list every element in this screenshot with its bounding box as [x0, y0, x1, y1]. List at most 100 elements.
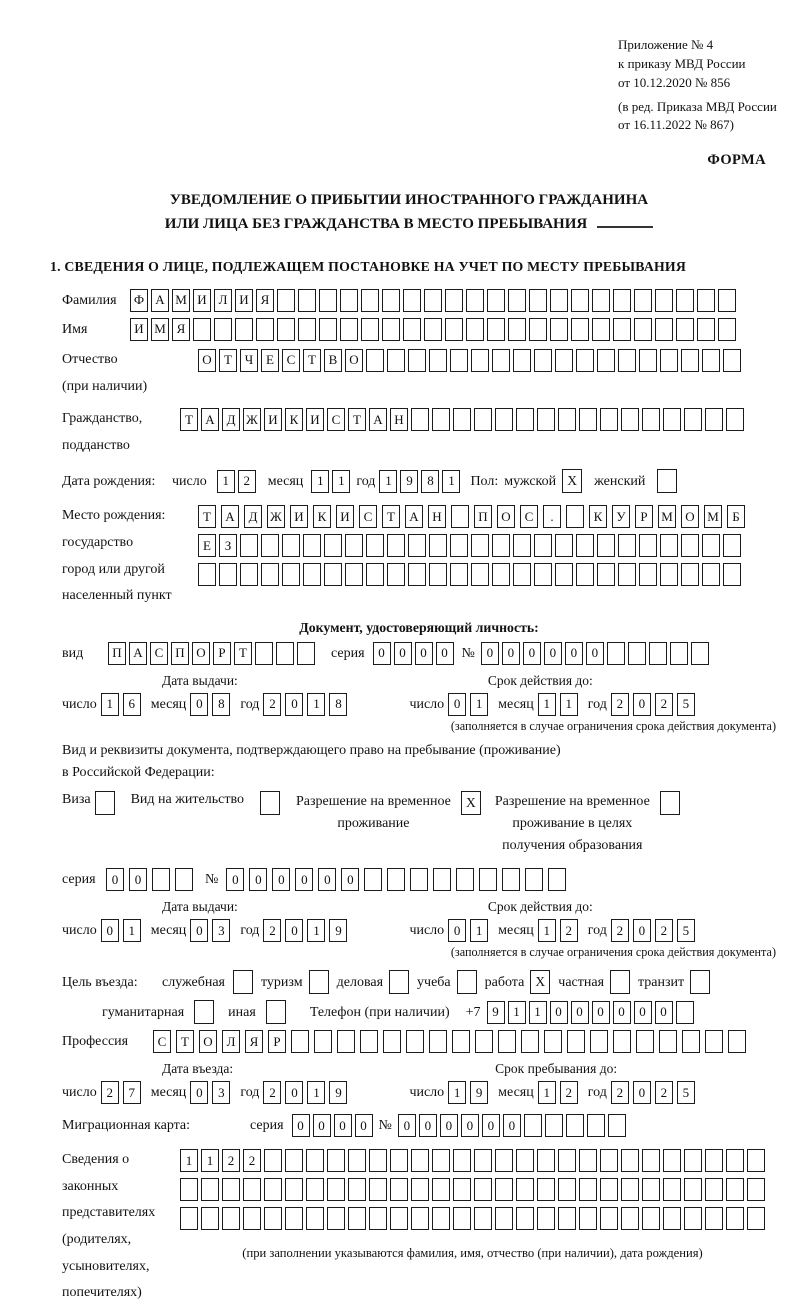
char-cell[interactable]	[474, 1178, 492, 1202]
char-cell[interactable]	[558, 1207, 576, 1231]
char-cell[interactable]	[621, 1149, 639, 1173]
char-cell[interactable]	[240, 534, 258, 558]
char-cell[interactable]	[452, 1030, 470, 1054]
char-cell[interactable]: 2	[243, 1149, 261, 1173]
char-cell[interactable]	[387, 868, 406, 892]
char-cell[interactable]	[261, 563, 279, 587]
char-cell[interactable]	[718, 318, 736, 342]
char-cell[interactable]	[432, 1178, 450, 1202]
char-cell[interactable]	[660, 534, 678, 558]
char-cell[interactable]	[747, 1149, 765, 1173]
char-cell[interactable]	[642, 408, 660, 432]
char-cell[interactable]	[276, 642, 294, 666]
char-cell[interactable]: 1	[332, 469, 351, 493]
char-cell[interactable]: 1	[537, 919, 556, 943]
char-cell[interactable]: 1	[559, 692, 578, 716]
char-cell[interactable]: Е	[198, 534, 216, 558]
char-cell[interactable]	[702, 563, 720, 587]
char-cell[interactable]	[726, 1207, 744, 1231]
char-cell[interactable]	[348, 1207, 366, 1231]
char-cell[interactable]	[324, 534, 342, 558]
char-cell[interactable]	[487, 318, 505, 342]
char-cell[interactable]: 0	[448, 692, 467, 716]
char-cell[interactable]: .	[543, 505, 561, 529]
char-cell[interactable]: 1	[180, 1149, 198, 1173]
char-cell[interactable]	[590, 1030, 608, 1054]
char-cell[interactable]: Я	[245, 1030, 263, 1054]
char-cell[interactable]: 2	[610, 1081, 629, 1105]
char-cell[interactable]: 0	[502, 1114, 521, 1138]
char-cell[interactable]	[684, 1207, 702, 1231]
char-cell[interactable]: 0	[190, 919, 209, 943]
char-cell[interactable]	[513, 349, 531, 373]
char-cell[interactable]	[529, 289, 547, 313]
char-cell[interactable]: 9	[400, 469, 419, 493]
char-cell[interactable]	[663, 408, 681, 432]
char-cell[interactable]	[567, 1030, 585, 1054]
char-cell[interactable]: Т	[382, 505, 400, 529]
purpose-humanitarian-checkbox[interactable]	[194, 1000, 215, 1025]
char-cell[interactable]: 0	[570, 1000, 589, 1024]
char-cell[interactable]: Е	[261, 349, 279, 373]
char-cell[interactable]	[659, 1030, 677, 1054]
char-cell[interactable]: 8	[329, 692, 348, 716]
char-cell[interactable]	[369, 1207, 387, 1231]
char-cell[interactable]	[432, 408, 450, 432]
char-cell[interactable]	[663, 1207, 681, 1231]
char-cell[interactable]	[516, 408, 534, 432]
char-cell[interactable]: Р	[635, 505, 653, 529]
char-cell[interactable]	[219, 563, 237, 587]
char-cell[interactable]: Я	[172, 318, 190, 342]
char-cell[interactable]	[453, 408, 471, 432]
char-cell[interactable]: Ф	[130, 289, 148, 313]
char-cell[interactable]	[597, 534, 615, 558]
char-cell[interactable]	[175, 868, 193, 892]
char-cell[interactable]: О	[199, 1030, 217, 1054]
char-cell[interactable]	[579, 1178, 597, 1202]
char-cell[interactable]	[433, 868, 452, 892]
char-cell[interactable]: И	[235, 289, 253, 313]
char-cell[interactable]: 0	[591, 1000, 610, 1024]
char-cell[interactable]: 0	[414, 642, 433, 666]
char-cell[interactable]	[340, 318, 358, 342]
purpose-work-checkbox[interactable]: X	[530, 970, 551, 995]
char-cell[interactable]	[361, 318, 379, 342]
char-cell[interactable]	[298, 318, 316, 342]
char-cell[interactable]	[474, 408, 492, 432]
char-cell[interactable]: 1	[528, 1000, 547, 1024]
char-cell[interactable]	[618, 534, 636, 558]
char-cell[interactable]	[597, 349, 615, 373]
char-cell[interactable]: Ж	[243, 408, 261, 432]
char-cell[interactable]	[324, 563, 342, 587]
char-cell[interactable]	[529, 318, 547, 342]
char-cell[interactable]	[198, 563, 216, 587]
char-cell[interactable]	[432, 1207, 450, 1231]
char-cell[interactable]	[705, 1178, 723, 1202]
char-cell[interactable]: О	[681, 505, 699, 529]
char-cell[interactable]: 0	[501, 642, 520, 666]
char-cell[interactable]	[424, 289, 442, 313]
char-cell[interactable]: Ж	[267, 505, 285, 529]
char-cell[interactable]	[684, 1149, 702, 1173]
char-cell[interactable]: 0	[333, 1114, 352, 1138]
char-cell[interactable]	[516, 1207, 534, 1231]
char-cell[interactable]	[445, 318, 463, 342]
char-cell[interactable]	[277, 318, 295, 342]
char-cell[interactable]	[558, 408, 576, 432]
char-cell[interactable]: 5	[676, 919, 695, 943]
char-cell[interactable]	[450, 563, 468, 587]
char-cell[interactable]: 1	[311, 469, 330, 493]
char-cell[interactable]: Р	[213, 642, 231, 666]
char-cell[interactable]: 3	[212, 1081, 231, 1105]
char-cell[interactable]: 2	[100, 1081, 119, 1105]
char-cell[interactable]: М	[172, 289, 190, 313]
char-cell[interactable]	[675, 1000, 694, 1024]
char-cell[interactable]	[513, 563, 531, 587]
char-cell[interactable]	[264, 1178, 282, 1202]
char-cell[interactable]: 0	[106, 868, 124, 892]
char-cell[interactable]	[684, 1178, 702, 1202]
char-cell[interactable]	[592, 318, 610, 342]
char-cell[interactable]	[639, 349, 657, 373]
char-cell[interactable]	[495, 1178, 513, 1202]
char-cell[interactable]	[214, 318, 232, 342]
